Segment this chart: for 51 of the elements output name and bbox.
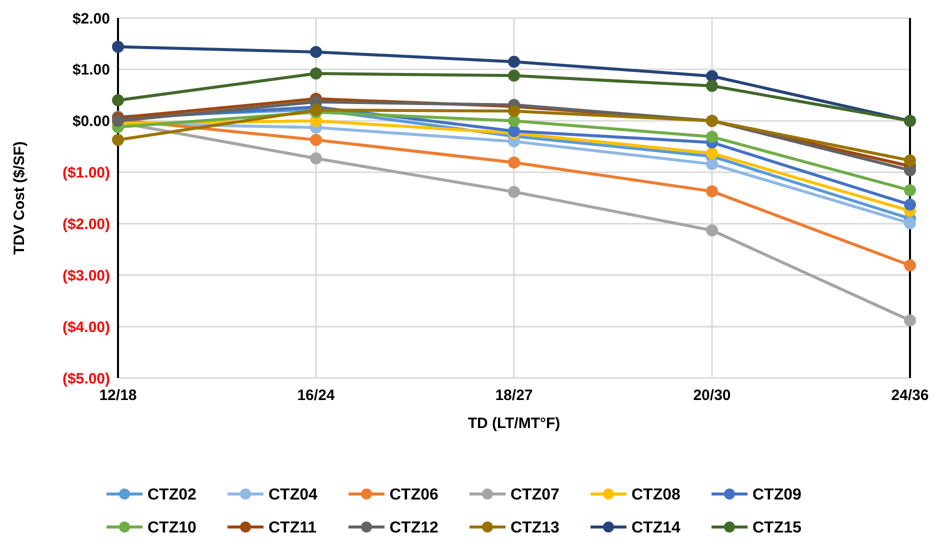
point	[706, 70, 718, 82]
point	[112, 94, 124, 106]
point	[706, 224, 718, 236]
legend-label: CTZ09	[752, 486, 802, 504]
legend-label: CTZ07	[510, 486, 560, 504]
y-tick-label: ($4.00)	[62, 318, 110, 336]
point	[310, 46, 322, 58]
legend-label: CTZ13	[510, 520, 560, 537]
y-axis-title: TDV Cost ($/SF)	[11, 141, 28, 255]
point	[112, 40, 124, 53]
y-tick-label: ($5.00)	[62, 370, 110, 388]
x-tick-label: 20/30	[693, 387, 731, 404]
point	[508, 186, 520, 198]
y-tick-label: $1.00	[72, 62, 110, 79]
point	[310, 152, 322, 164]
point	[904, 314, 916, 326]
point	[508, 114, 520, 127]
point	[904, 184, 916, 196]
point	[904, 217, 916, 230]
y-tick-label: $2.00	[72, 10, 110, 28]
y-tick-label: ($3.00)	[62, 267, 110, 284]
y-tick-label: $0.00	[72, 113, 110, 130]
legend-label: CTZ10	[148, 520, 196, 537]
point	[310, 134, 322, 146]
legend-label: CTZ15	[752, 520, 802, 537]
point	[508, 105, 520, 118]
point	[310, 68, 322, 80]
point	[904, 259, 916, 272]
point	[904, 154, 916, 166]
point	[706, 185, 718, 198]
point	[508, 156, 520, 169]
x-tick-label: 18/27	[495, 387, 533, 404]
point	[904, 198, 916, 211]
x-tick-label: 12/18	[99, 387, 137, 404]
point	[706, 80, 718, 92]
x-axis-title: TD (LT/MT°F)	[468, 415, 560, 432]
point	[706, 130, 718, 143]
point	[508, 56, 520, 68]
x-tick-label: 16/24	[297, 387, 336, 404]
y-tick-label: ($2.00)	[62, 216, 110, 233]
legend-label: CTZ11	[268, 520, 317, 537]
legend-label: CTZ12	[390, 520, 438, 537]
y-tick-label: ($1.00)	[62, 164, 110, 182]
point	[112, 134, 124, 146]
x-tick-label: 24/36	[891, 387, 929, 404]
legend-label: CTZ02	[148, 486, 196, 504]
point	[508, 70, 520, 82]
legend-label: CTZ08	[632, 486, 680, 504]
legend-label: CTZ04	[268, 486, 318, 504]
legend-label: CTZ06	[390, 486, 438, 504]
legend-label: CTZ14	[632, 520, 680, 537]
